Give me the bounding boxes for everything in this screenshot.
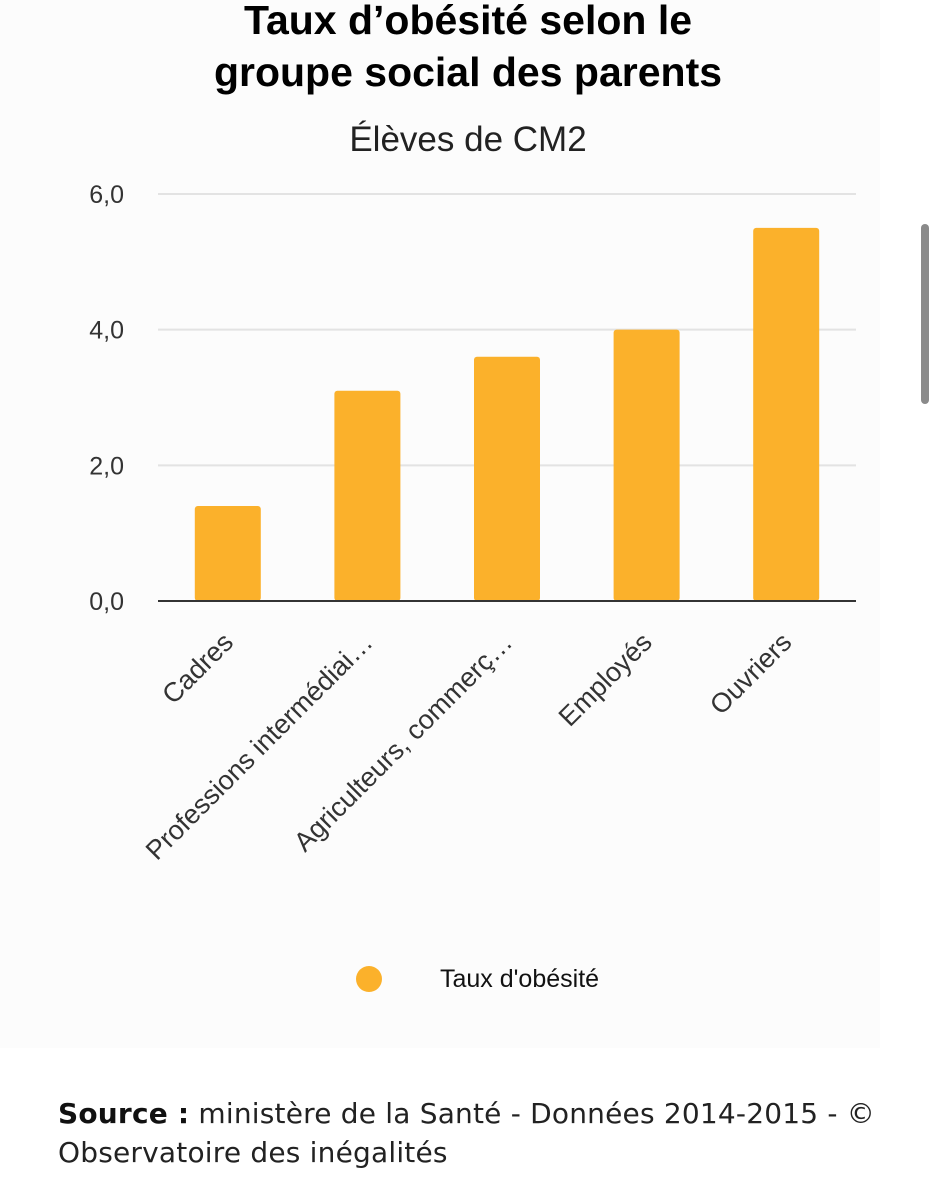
bar-3 <box>613 329 680 601</box>
x-tick-label-1: Professions intermédiai… <box>140 627 379 866</box>
legend-swatch-taux-obesite <box>356 966 382 992</box>
chart-title-line-2: groupe social des parents <box>213 49 723 95</box>
y-axis-tick-labels: 0,0 2,0 4,0 6,0 <box>89 181 124 616</box>
legend-label-taux-obesite: Taux d'obésité <box>440 964 600 993</box>
source-label: Source : <box>58 1097 190 1130</box>
chart-card <box>0 0 880 1048</box>
bar-4 <box>753 227 820 601</box>
chart-title-line-1: Taux d’obésité selon le <box>243 0 693 43</box>
bar-1 <box>334 390 401 601</box>
x-tick-label-4: Ouvriers <box>704 627 797 720</box>
bar-2 <box>474 356 540 601</box>
bars <box>194 227 820 601</box>
y-tick-label: 2,0 <box>89 452 124 480</box>
source-text: ministère de la Santé - Données 2014-201… <box>58 1097 875 1169</box>
scrollbar-thumb[interactable] <box>921 224 929 404</box>
y-tick-label: 6,0 <box>89 181 124 209</box>
x-tick-label-0: Cadres <box>156 627 239 710</box>
y-tick-label: 4,0 <box>89 317 124 345</box>
chart-subtitle: Élèves de CM2 <box>349 120 587 159</box>
source-note: Source : ministère de la Santé - Données… <box>58 1094 878 1172</box>
y-tick-label: 0,0 <box>89 588 124 616</box>
bar-0 <box>194 506 261 601</box>
legend: Taux d'obésité <box>356 962 599 996</box>
x-tick-label-3: Employés <box>553 627 658 732</box>
chart-title: Taux d’obésité selon le groupe social de… <box>0 0 936 98</box>
